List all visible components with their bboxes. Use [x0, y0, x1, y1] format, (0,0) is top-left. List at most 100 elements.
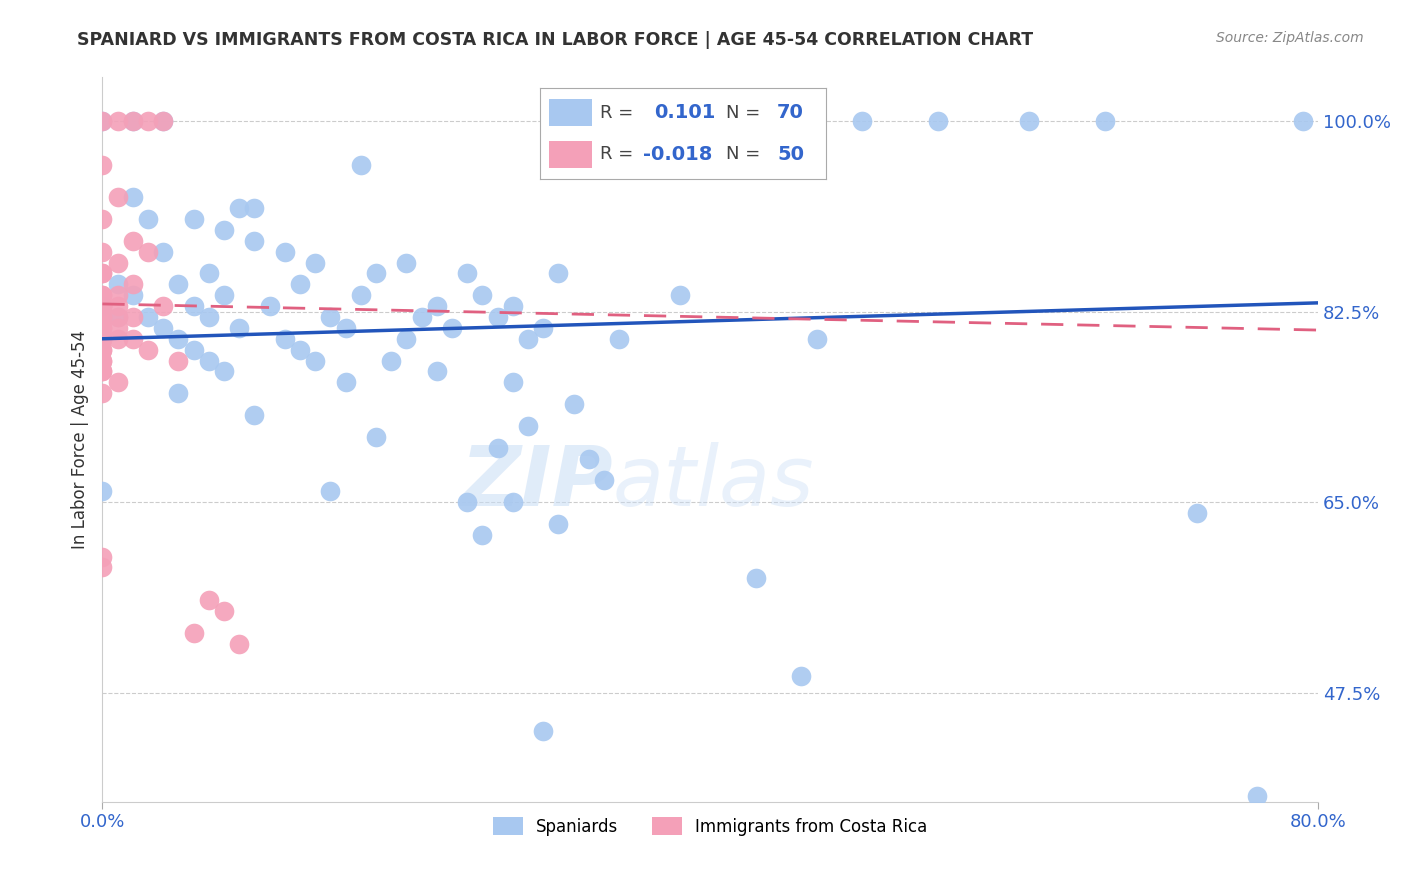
Point [228, 201, 250, 215]
Point [243, 408, 266, 422]
Point [531, 723, 554, 738]
Point [259, 299, 281, 313]
Point [471, 528, 494, 542]
Point [136, 212, 159, 227]
Point [107, 332, 129, 346]
Point [669, 288, 692, 302]
Point [212, 288, 235, 302]
Point [183, 343, 205, 357]
Point [152, 244, 174, 259]
Text: atlas: atlas [613, 442, 814, 524]
Point [380, 353, 402, 368]
Point [547, 516, 569, 531]
Point [790, 669, 813, 683]
Point [1018, 114, 1040, 128]
Point [502, 299, 524, 313]
Point [593, 473, 616, 487]
Point [745, 571, 768, 585]
Point [350, 288, 373, 302]
Point [228, 637, 250, 651]
Point [152, 114, 174, 128]
Point [136, 244, 159, 259]
Point [91, 310, 114, 324]
Point [516, 332, 538, 346]
Point [411, 310, 433, 324]
Point [516, 418, 538, 433]
Point [243, 201, 266, 215]
Point [456, 267, 478, 281]
Point [562, 397, 585, 411]
Point [274, 332, 297, 346]
Point [107, 376, 129, 390]
Point [91, 288, 114, 302]
Point [212, 223, 235, 237]
Point [107, 310, 129, 324]
Point [167, 386, 190, 401]
Y-axis label: In Labor Force | Age 45-54: In Labor Force | Age 45-54 [72, 330, 89, 549]
Point [121, 114, 143, 128]
Point [121, 234, 143, 248]
Text: ZIP: ZIP [460, 442, 613, 524]
Point [91, 549, 114, 564]
Point [547, 267, 569, 281]
Point [304, 255, 326, 269]
Point [152, 299, 174, 313]
Point [486, 310, 509, 324]
Point [502, 376, 524, 390]
Point [319, 310, 342, 324]
Point [274, 244, 297, 259]
Point [107, 190, 129, 204]
Point [426, 364, 449, 378]
Point [350, 157, 373, 171]
Point [319, 484, 342, 499]
Point [136, 114, 159, 128]
Point [91, 299, 114, 313]
Point [91, 212, 114, 227]
Point [91, 332, 114, 346]
Point [486, 441, 509, 455]
Point [121, 277, 143, 292]
Point [136, 310, 159, 324]
Point [91, 321, 114, 335]
Point [91, 310, 114, 324]
Point [335, 321, 357, 335]
Point [91, 299, 114, 313]
Point [167, 353, 190, 368]
Point [91, 332, 114, 346]
Point [91, 343, 114, 357]
Point [607, 332, 630, 346]
Point [107, 310, 129, 324]
Point [91, 244, 114, 259]
Point [531, 321, 554, 335]
Point [121, 288, 143, 302]
Point [440, 321, 463, 335]
Point [243, 234, 266, 248]
Point [136, 343, 159, 357]
Point [456, 495, 478, 509]
Point [91, 299, 114, 313]
Point [91, 353, 114, 368]
Point [304, 353, 326, 368]
Text: SPANIARD VS IMMIGRANTS FROM COSTA RICA IN LABOR FORCE | AGE 45-54 CORRELATION CH: SPANIARD VS IMMIGRANTS FROM COSTA RICA I… [77, 31, 1033, 49]
Point [851, 114, 873, 128]
Point [121, 190, 143, 204]
Point [212, 364, 235, 378]
Text: Source: ZipAtlas.com: Source: ZipAtlas.com [1216, 31, 1364, 45]
Point [107, 299, 129, 313]
Point [288, 343, 311, 357]
Point [91, 343, 114, 357]
Point [228, 321, 250, 335]
Point [578, 451, 600, 466]
Point [623, 114, 645, 128]
Point [1094, 114, 1116, 128]
Point [183, 212, 205, 227]
Point [288, 277, 311, 292]
Point [91, 386, 114, 401]
Point [107, 321, 129, 335]
Point [759, 114, 782, 128]
Point [364, 430, 387, 444]
Point [1246, 789, 1268, 804]
Point [91, 157, 114, 171]
Point [91, 299, 114, 313]
Point [107, 277, 129, 292]
